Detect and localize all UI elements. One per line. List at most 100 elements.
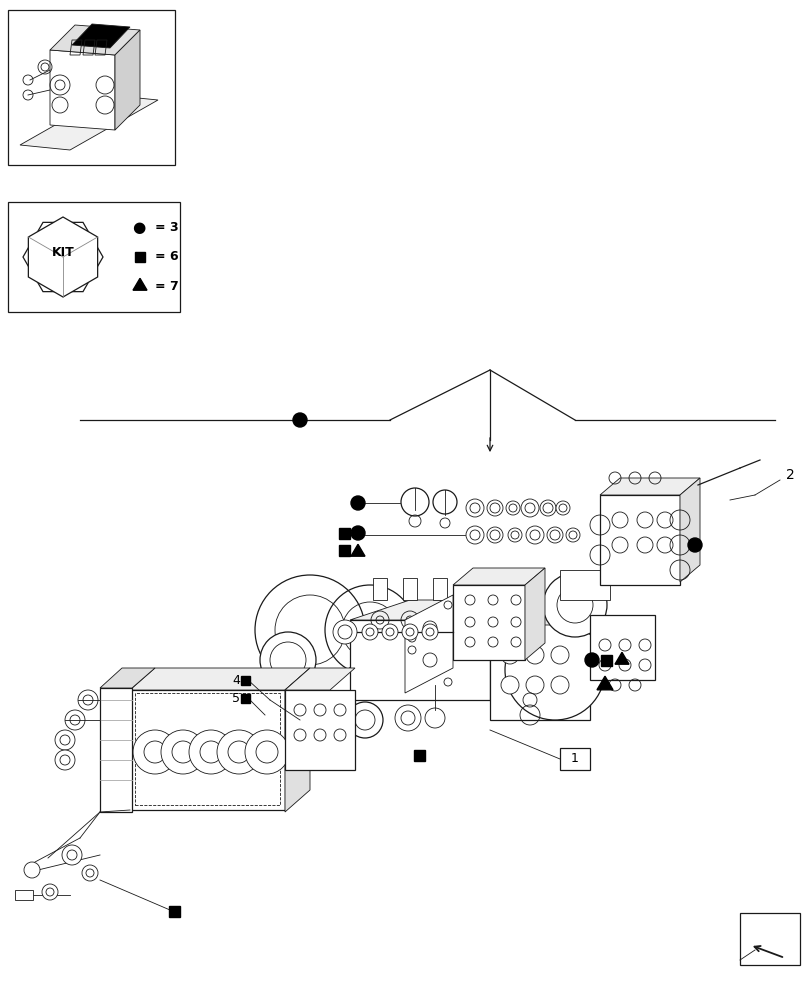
- Polygon shape: [614, 652, 629, 664]
- Polygon shape: [525, 568, 544, 660]
- Polygon shape: [100, 668, 155, 688]
- Bar: [135, 693, 280, 805]
- Circle shape: [288, 678, 332, 722]
- Circle shape: [78, 690, 98, 710]
- Bar: [285, 690, 354, 770]
- Circle shape: [432, 490, 457, 514]
- Bar: [414, 750, 425, 760]
- Polygon shape: [599, 478, 699, 495]
- Polygon shape: [679, 478, 699, 582]
- Text: 2: 2: [785, 468, 793, 482]
- Circle shape: [62, 845, 82, 865]
- Circle shape: [293, 413, 307, 427]
- Bar: [135, 252, 145, 262]
- Polygon shape: [133, 278, 147, 290]
- Polygon shape: [596, 676, 612, 690]
- Bar: [15, 890, 33, 900]
- Circle shape: [189, 730, 233, 774]
- Bar: [241, 694, 250, 702]
- Bar: [339, 544, 350, 556]
- Circle shape: [333, 620, 357, 644]
- Circle shape: [401, 624, 418, 640]
- Circle shape: [508, 528, 521, 542]
- Bar: [402, 578, 417, 600]
- Circle shape: [316, 702, 353, 738]
- Circle shape: [687, 538, 702, 552]
- Circle shape: [543, 573, 607, 637]
- Polygon shape: [23, 222, 103, 292]
- Circle shape: [217, 730, 260, 774]
- Circle shape: [133, 730, 177, 774]
- Circle shape: [466, 526, 483, 544]
- Bar: [453, 585, 525, 660]
- Circle shape: [487, 527, 502, 543]
- Circle shape: [422, 624, 437, 640]
- Circle shape: [401, 488, 428, 516]
- Circle shape: [362, 624, 378, 640]
- Circle shape: [346, 702, 383, 738]
- Polygon shape: [350, 544, 365, 556]
- Circle shape: [510, 595, 521, 605]
- Circle shape: [65, 710, 85, 730]
- Text: 5: 5: [232, 692, 240, 704]
- Circle shape: [526, 526, 543, 544]
- Polygon shape: [20, 95, 158, 150]
- Polygon shape: [453, 568, 544, 585]
- Circle shape: [510, 637, 521, 647]
- Circle shape: [465, 595, 474, 605]
- Bar: [432, 578, 446, 600]
- Text: ●: ●: [132, 220, 145, 235]
- Polygon shape: [28, 217, 97, 297]
- Circle shape: [161, 730, 204, 774]
- Bar: [130, 690, 285, 810]
- Circle shape: [82, 865, 98, 881]
- Circle shape: [487, 637, 497, 647]
- Circle shape: [656, 537, 672, 553]
- Circle shape: [487, 500, 502, 516]
- Bar: [8, 10, 175, 165]
- Circle shape: [521, 499, 539, 517]
- Circle shape: [565, 528, 579, 542]
- Circle shape: [539, 500, 556, 516]
- Circle shape: [294, 704, 306, 716]
- Circle shape: [510, 617, 521, 627]
- Circle shape: [526, 676, 543, 694]
- Circle shape: [465, 637, 474, 647]
- Circle shape: [611, 512, 627, 528]
- Circle shape: [487, 595, 497, 605]
- Text: = 3: = 3: [155, 221, 178, 234]
- Text: 1: 1: [570, 752, 578, 766]
- Bar: [739, 913, 799, 965]
- Polygon shape: [350, 600, 489, 620]
- Circle shape: [611, 537, 627, 553]
- Circle shape: [504, 620, 604, 720]
- Polygon shape: [50, 25, 139, 55]
- Polygon shape: [115, 30, 139, 130]
- Circle shape: [314, 704, 325, 716]
- Polygon shape: [285, 668, 310, 812]
- Bar: [100, 688, 132, 812]
- Circle shape: [294, 729, 306, 741]
- Bar: [241, 676, 250, 684]
- Circle shape: [505, 501, 519, 515]
- Circle shape: [526, 646, 543, 664]
- Bar: [350, 620, 489, 700]
- Circle shape: [500, 676, 518, 694]
- Circle shape: [394, 705, 420, 731]
- Circle shape: [333, 704, 345, 716]
- Circle shape: [487, 617, 497, 627]
- Circle shape: [551, 646, 569, 664]
- Circle shape: [350, 496, 365, 510]
- Bar: [601, 654, 611, 666]
- Bar: [560, 748, 590, 770]
- Polygon shape: [130, 668, 310, 690]
- Text: KIT: KIT: [52, 245, 75, 258]
- Bar: [590, 615, 654, 680]
- Circle shape: [636, 537, 652, 553]
- Circle shape: [381, 624, 397, 640]
- Circle shape: [55, 750, 75, 770]
- Polygon shape: [285, 668, 354, 690]
- Text: 4: 4: [232, 674, 240, 686]
- Circle shape: [547, 527, 562, 543]
- Bar: [599, 495, 679, 585]
